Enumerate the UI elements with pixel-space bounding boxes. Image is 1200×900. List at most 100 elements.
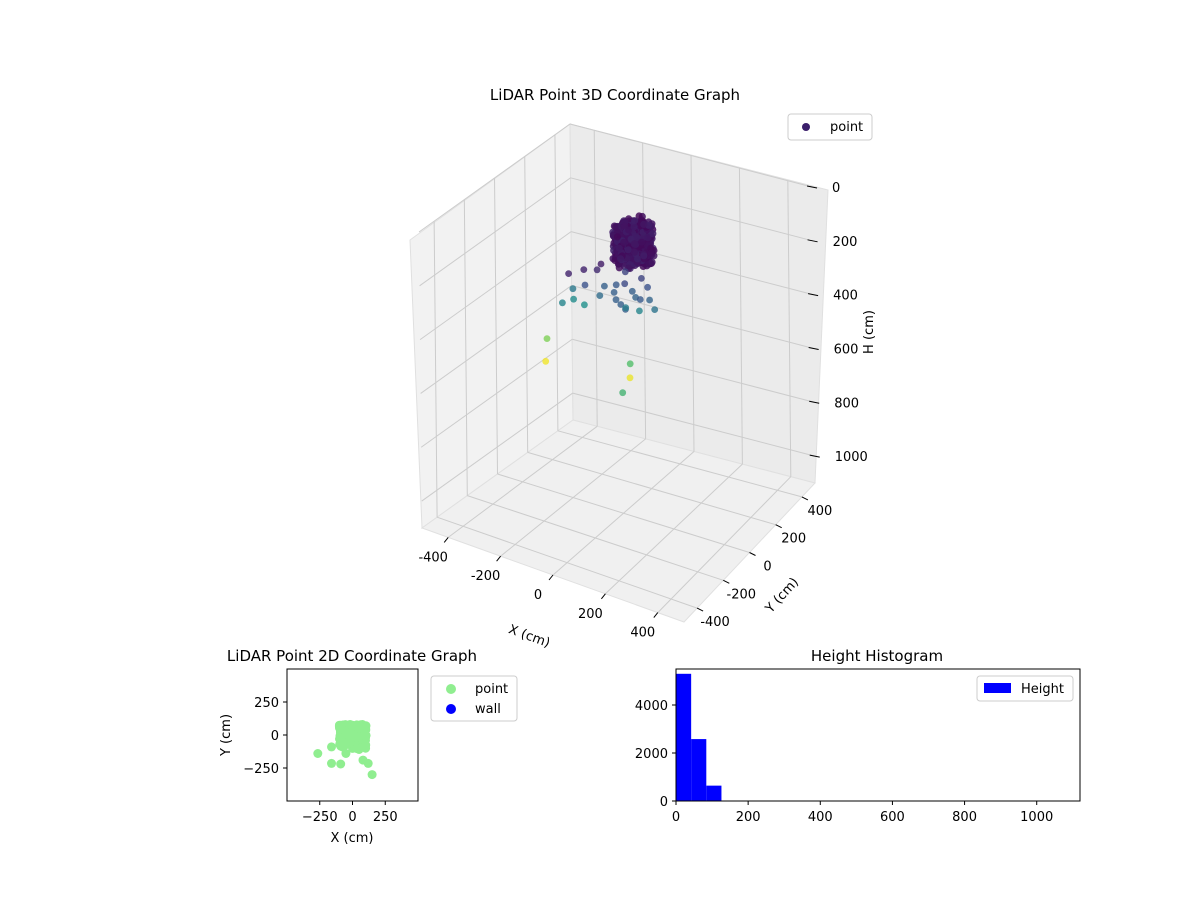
- grid-x-back-4: [787, 180, 792, 477]
- point-3d-25: [636, 307, 643, 315]
- point-3d-27: [543, 335, 551, 342]
- chart-2d: LiDAR Point 2D Coordinate Graph −250 0 250…: [219, 647, 518, 846]
- histogram-bar-1: [691, 739, 707, 801]
- grid-y-floor-1: [467, 495, 724, 581]
- z-axis-label-3d: H (cm): [862, 310, 877, 354]
- point-3d-30: [626, 374, 634, 382]
- point-3d-cluster: [621, 218, 629, 226]
- axes-2d: −250 0 250 −250 0 250: [243, 696, 397, 825]
- grid-z-left-2: [419, 231, 572, 341]
- point-2d-10: [340, 741, 350, 751]
- point-3d-12: [617, 301, 625, 308]
- histogram-bar-0: [676, 673, 692, 801]
- point-2d-2: [327, 758, 336, 768]
- tick-label-x-2d-1: 0: [348, 810, 356, 825]
- point-2d-cluster: [358, 725, 368, 735]
- tick-label-z-3d-1: 200: [833, 235, 858, 250]
- tick-label-y-hist-2: 4000: [635, 699, 668, 714]
- chart-histogram: Height Histogram 0 200 400 600 800 1000 0 2000 4…: [635, 647, 1081, 825]
- tick-y-3d-3: [775, 524, 782, 529]
- tick-label-y-3d-4: 400: [807, 504, 832, 519]
- grid-z-left-4: [420, 338, 573, 448]
- point-3d-28: [542, 357, 550, 365]
- tick-label-z-3d-5: 1000: [835, 450, 868, 465]
- point-3d-31: [619, 389, 627, 397]
- tick-y-3d-1: [723, 579, 730, 584]
- grid-3d: [418, 123, 815, 613]
- grid-y-floor-4: [557, 430, 803, 498]
- tick-label-z-3d-0: 0: [832, 181, 840, 196]
- plot-frame-histogram: [675, 668, 1081, 802]
- tick-label-y-2d-1: 0: [271, 729, 279, 744]
- tick-label-x-3d-3: 200: [578, 607, 603, 622]
- point-3d-10: [612, 296, 620, 304]
- legend-histogram: Height: [976, 675, 1074, 702]
- grid-z-back-3: [571, 284, 814, 349]
- point-3d-cluster: [630, 248, 639, 256]
- point-3d-cluster: [630, 240, 638, 248]
- grid-y-left-0: [433, 221, 438, 518]
- point-3d-cluster: [649, 230, 657, 238]
- grid-x-back-1: [642, 142, 647, 439]
- tick-x-3d-0: [443, 537, 449, 543]
- tick-z-3d-4: [809, 400, 820, 404]
- tick-label-y-3d-0: -400: [700, 615, 730, 630]
- point-3d-cluster: [616, 255, 625, 263]
- point-2d-3: [336, 759, 346, 769]
- tick-label-z-3d-3: 600: [834, 342, 859, 357]
- grid-y-floor-2: [497, 473, 750, 553]
- point-3d-16: [644, 283, 651, 291]
- point-2d-cluster: [345, 735, 355, 745]
- point-3d-cluster: [624, 246, 632, 254]
- point-3d-18: [638, 275, 645, 282]
- tick-z-3d-0: [806, 185, 818, 189]
- tick-x-3d-4: [653, 612, 659, 618]
- grid-y-floor-0: [436, 516, 698, 609]
- legend-3d: point: [787, 113, 873, 141]
- tick-label-x-hist-4: 800: [952, 810, 977, 825]
- grid-z-left-0: [418, 123, 571, 233]
- point-2d-1: [327, 742, 336, 752]
- grid-x-back-3: [738, 168, 743, 465]
- point-3d-cluster: [615, 244, 623, 252]
- tick-label-y-2d-0: −250: [243, 762, 279, 777]
- legend-histogram-swatch: [984, 683, 1011, 693]
- point-3d-7: [612, 281, 620, 289]
- axes-3d: -400-2000200400-400-20002004000200400600…: [418, 181, 867, 641]
- tick-z-3d-2: [808, 293, 819, 297]
- point-3d-cluster: [620, 238, 628, 246]
- point-3d-9: [621, 280, 629, 288]
- legend-2d-wall-label: wall: [475, 702, 501, 717]
- point-3d-19: [621, 268, 629, 276]
- point-3d-23: [581, 301, 588, 309]
- point-3d-8: [610, 289, 618, 296]
- tick-x-3d-1: [496, 555, 501, 562]
- tick-z-3d-1: [807, 239, 818, 243]
- chart-3d: LiDAR Point 3D Coordinate Graph -400 -200…: [409, 86, 877, 651]
- tick-x-3d-2: [548, 574, 554, 581]
- tick-label-x-3d-4: 400: [630, 626, 655, 641]
- histogram-title: Height Histogram: [811, 647, 943, 665]
- legend-2d-wall-marker: [446, 704, 456, 714]
- point-3d-cluster: [613, 233, 622, 241]
- point-3d-cluster: [640, 252, 648, 260]
- histogram-bars: [676, 673, 722, 801]
- grid-x-back-2: [690, 155, 695, 452]
- grid-z-left-3: [420, 285, 572, 394]
- tick-label-z-3d-2: 400: [833, 289, 858, 304]
- tick-y-3d-4: [801, 496, 809, 501]
- grid-y-floor-3: [527, 451, 776, 526]
- chart-3d-title: LiDAR Point 3D Coordinate Graph: [490, 86, 740, 104]
- tick-label-y-3d-2: 0: [763, 560, 771, 575]
- point-3d-17: [646, 296, 653, 304]
- y-axis-label-3d: Y (cm): [762, 575, 802, 617]
- legend-2d: point wall: [430, 675, 518, 722]
- tick-label-z-3d-4: 800: [834, 396, 859, 411]
- tick-label-y-3d-3: 200: [781, 532, 806, 547]
- point-3d-4: [581, 281, 589, 289]
- legend-3d-frame: [787, 113, 873, 141]
- grid-z-left-1: [419, 177, 571, 287]
- point-3d-24: [622, 304, 630, 312]
- grid-x-back-0: [593, 130, 598, 427]
